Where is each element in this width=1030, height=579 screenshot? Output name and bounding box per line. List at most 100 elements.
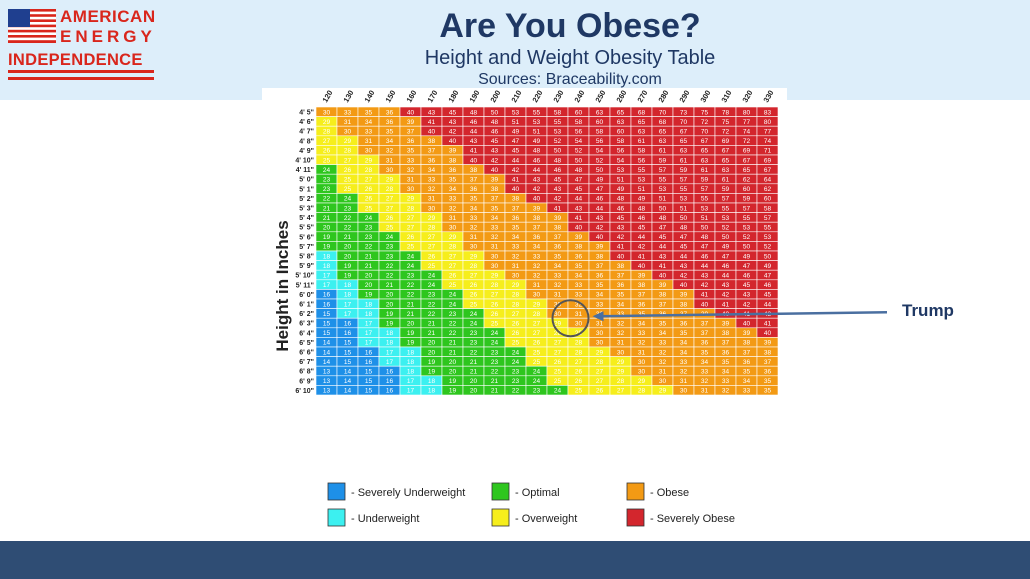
cell-value: 33	[428, 177, 436, 184]
cell-value: 31	[701, 388, 709, 395]
cell-value: 53	[617, 167, 625, 174]
y-tick-label: 6' 4"	[299, 330, 314, 337]
cell-value: 39	[407, 119, 415, 126]
cell-value: 20	[470, 378, 478, 385]
logo-line-1: AMERICAN	[60, 7, 156, 26]
cell-value: 45	[575, 186, 583, 193]
cell-value: 36	[617, 282, 625, 289]
obesity-heatmap-chart: 120 130 140 150 160 170 180 190 200 210 220 230 240 2…	[262, 88, 954, 540]
cell-value: 37	[554, 234, 562, 241]
cell-value: 45	[554, 177, 562, 184]
cell-value: 27	[365, 177, 373, 184]
cell-value: 44	[764, 301, 772, 308]
y-tick-label: 4' 8"	[299, 138, 314, 145]
cell-value: 29	[491, 273, 499, 280]
cell-value: 61	[722, 177, 730, 184]
cell-value: 43	[701, 273, 709, 280]
y-tick-label: 5' 11"	[296, 282, 314, 289]
cell-value: 33	[596, 301, 604, 308]
cell-value: 32	[638, 340, 646, 347]
page-title: Are You Obese?	[439, 7, 701, 45]
cell-value: 40	[701, 301, 709, 308]
cell-value: 31	[491, 244, 499, 251]
cell-value: 35	[407, 148, 415, 155]
cell-value: 20	[365, 273, 373, 280]
cell-value: 48	[680, 225, 688, 232]
cell-value: 34	[575, 273, 583, 280]
y-tick-label: 5' 9"	[299, 263, 314, 270]
cell-value: 32	[512, 253, 520, 260]
cell-value: 30	[470, 244, 478, 251]
cell-value: 30	[554, 311, 562, 318]
cell-value: 47	[743, 263, 751, 270]
cell-value: 52	[722, 225, 730, 232]
cell-value: 71	[764, 148, 772, 155]
cell-value: 72	[701, 119, 709, 126]
cell-value: 20	[407, 321, 415, 328]
cell-value: 25	[344, 186, 352, 193]
cell-value: 52	[764, 244, 772, 251]
cell-value: 29	[428, 215, 436, 222]
cell-value: 22	[344, 215, 352, 222]
cell-value: 67	[722, 148, 730, 155]
cell-value: 22	[344, 225, 352, 232]
cell-value: 23	[386, 253, 394, 260]
cell-value: 36	[596, 273, 604, 280]
cell-value: 33	[617, 311, 625, 318]
cell-value: 30	[491, 263, 499, 270]
y-tick-label: 5' 5"	[299, 225, 314, 232]
cell-value: 43	[449, 119, 457, 126]
heatmap-cell	[756, 385, 779, 396]
cell-value: 40	[617, 253, 625, 260]
cell-value: 69	[764, 157, 772, 164]
cell-value: 25	[344, 177, 352, 184]
cell-value: 30	[449, 225, 457, 232]
cell-value: 30	[680, 388, 688, 395]
cell-value: 54	[617, 157, 625, 164]
cell-value: 59	[680, 167, 688, 174]
cell-value: 36	[386, 119, 394, 126]
cell-value: 27	[596, 369, 604, 376]
cell-value: 26	[449, 273, 457, 280]
cell-value: 38	[554, 225, 562, 232]
cell-value: 17	[323, 273, 331, 280]
cell-value: 30	[533, 292, 541, 299]
cell-value: 15	[323, 330, 331, 337]
cell-value: 40	[428, 129, 436, 136]
cell-value: 37	[638, 292, 646, 299]
cell-value: 38	[638, 282, 646, 289]
cell-value: 13	[323, 378, 331, 385]
cell-value: 31	[638, 349, 646, 356]
cell-value: 29	[638, 378, 646, 385]
cell-value: 35	[764, 388, 772, 395]
cell-value: 37	[533, 225, 541, 232]
cell-value: 32	[701, 378, 709, 385]
cell-value: 31	[617, 340, 625, 347]
cell-value: 48	[575, 167, 583, 174]
cell-value: 43	[722, 282, 730, 289]
cell-value: 35	[491, 205, 499, 212]
cell-value: 42	[680, 273, 688, 280]
cell-value: 60	[575, 109, 583, 116]
cell-value: 46	[722, 263, 730, 270]
cell-value: 49	[764, 263, 772, 270]
cell-value: 20	[449, 359, 457, 366]
cell-value: 25	[554, 378, 562, 385]
cell-value: 50	[575, 157, 583, 164]
legend-label: - Overweight	[515, 513, 577, 525]
cell-value: 19	[344, 273, 352, 280]
cell-value: 65	[659, 129, 667, 136]
cell-value: 45	[491, 138, 499, 145]
cell-value: 50	[764, 253, 772, 260]
cell-value: 32	[659, 359, 667, 366]
cell-value: 33	[554, 273, 562, 280]
cell-value: 67	[680, 129, 688, 136]
cell-value: 19	[344, 263, 352, 270]
cell-value: 48	[617, 196, 625, 203]
cell-value: 26	[575, 369, 583, 376]
y-tick-label: 4' 9"	[299, 148, 314, 155]
cell-value: 16	[344, 330, 352, 337]
cell-value: 27	[512, 311, 520, 318]
cell-value: 30	[638, 369, 646, 376]
cell-value: 21	[407, 301, 415, 308]
